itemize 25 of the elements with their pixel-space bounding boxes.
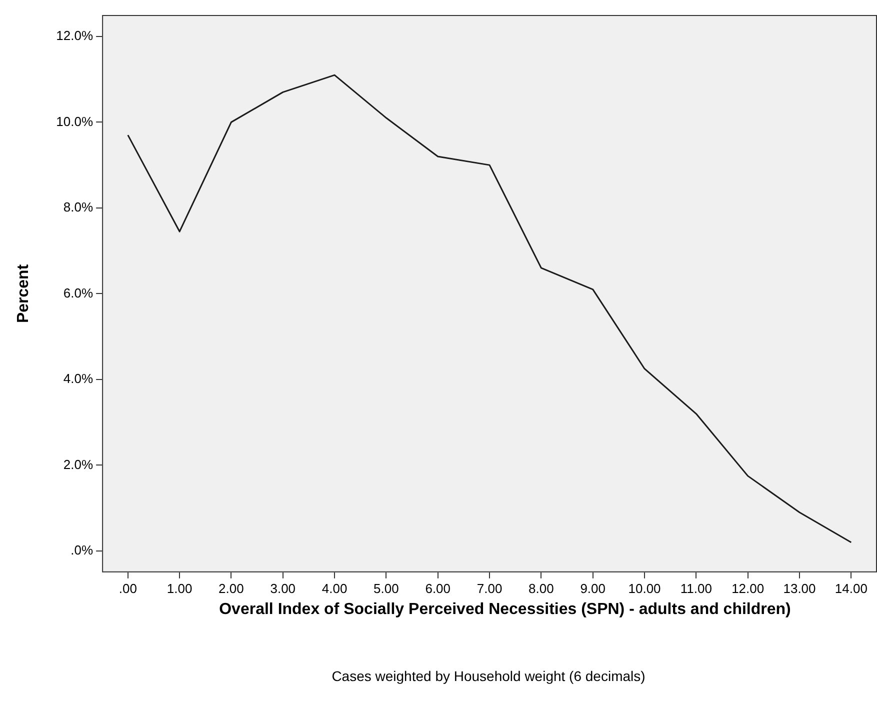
x-tick-label: .00	[118, 580, 137, 596]
x-axis-title: Overall Index of Socially Perceived Necessities (SPN) - adults and children)	[218, 601, 792, 618]
x-tick-label: 7.00	[476, 580, 502, 596]
y-tick-label: 2.0%	[63, 456, 94, 472]
y-axis-title: Percent	[15, 264, 32, 324]
x-tick-label: 13.00	[783, 580, 816, 596]
y-tick-label: 4.0%	[63, 371, 94, 386]
x-tick-label: 14.00	[834, 580, 868, 596]
y-tick-label: 10.0%	[56, 114, 94, 129]
x-tick-label: 4.00	[322, 580, 348, 596]
x-tick-label: 8.00	[528, 580, 554, 596]
x-tick-label: 5.00	[374, 580, 399, 596]
x-tick-label: 3.00	[270, 580, 296, 596]
x-tick-label: 2.00	[218, 580, 244, 596]
x-tick-label: 12.00	[732, 580, 764, 596]
x-tick-label: 10.00	[628, 580, 661, 596]
text: Cases weighted by Household weight (6 decimals)	[330, 668, 646, 684]
x-tick-label: 9.00	[580, 580, 606, 596]
x-tick-label: 1.00	[166, 580, 192, 596]
x-tick-label: 11.00	[680, 580, 712, 596]
y-tick-label: 12.0%	[56, 28, 94, 44]
y-tick-label: 8.0%	[63, 200, 94, 215]
x-tick-label: 6.00	[425, 580, 451, 596]
y-tick-label: 6.0%	[63, 285, 94, 300]
y-tick-label: .0%	[70, 542, 94, 558]
